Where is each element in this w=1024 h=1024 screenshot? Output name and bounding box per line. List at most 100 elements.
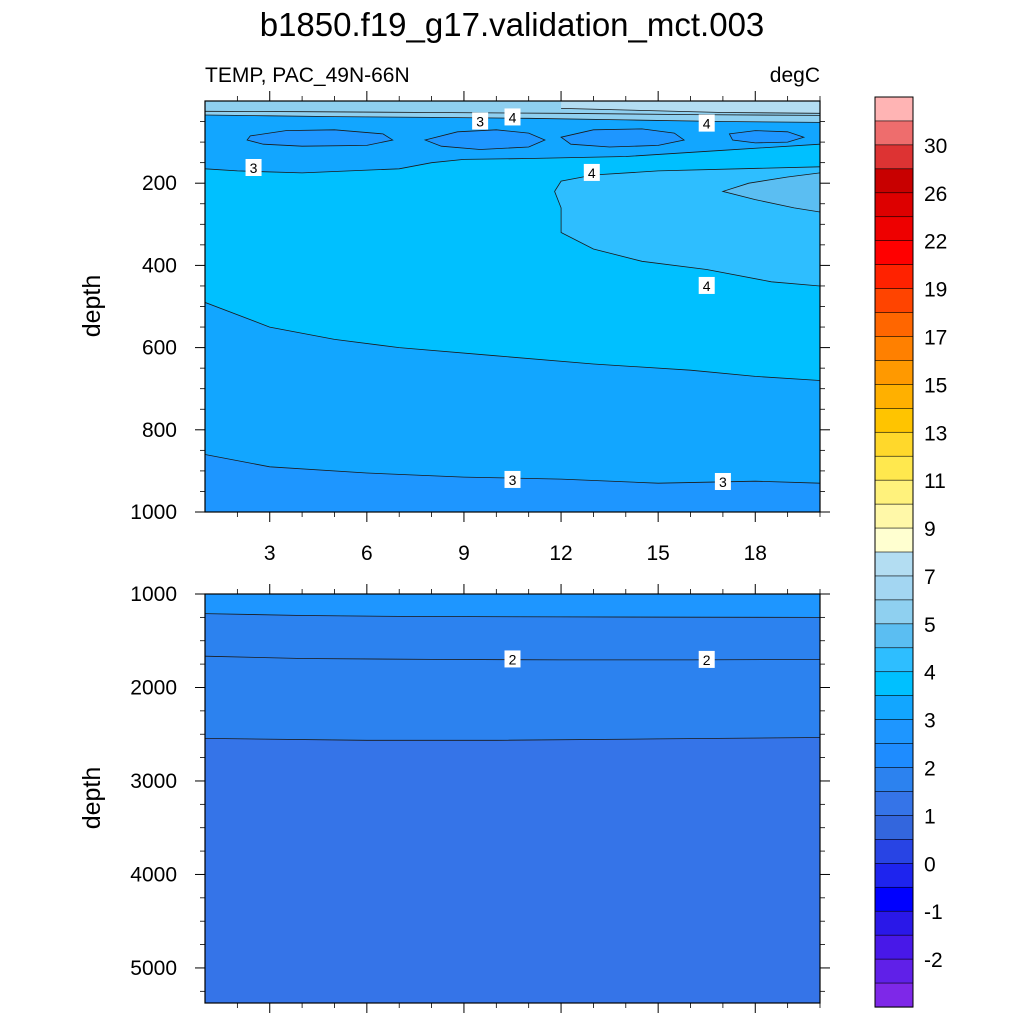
main-title: b1850.f19_g17.validation_mct.003: [260, 6, 765, 43]
colorbar-frame: [874, 96, 914, 1008]
fill-cold-patch-1: [247, 129, 393, 147]
colorbar-swatch: [874, 791, 914, 817]
colorbar-swatch: [874, 240, 914, 266]
colorbar: 30 26 22 19 17 15 13 11 9 7 5 4 3 2 1 0 -1 -2: [874, 96, 947, 1008]
upper-depth-panel: 3 3 4 4 3 3 4 4 200 400 600 800 1000 3 6 9 12 15 18: [130, 91, 830, 565]
colorbar-swatch: [874, 96, 914, 122]
colorbar-swatch: [874, 623, 914, 649]
colorbar-swatch: [874, 551, 914, 577]
x-tick-label: 3: [264, 542, 276, 565]
contour-label: 4: [698, 276, 715, 294]
contour-label-text: 3: [719, 474, 727, 490]
colorbar-swatch: [874, 743, 914, 769]
colorbar-label: 5: [924, 614, 936, 637]
contour-label: 3: [504, 470, 521, 488]
y-tick-label: 4000: [130, 863, 177, 886]
colorbar-label: 17: [924, 327, 947, 350]
x-tick-label: 15: [646, 542, 669, 565]
colorbar-swatch: [874, 288, 914, 314]
colorbar-swatch: [874, 671, 914, 697]
contour-label: 4: [698, 114, 715, 132]
colorbar-label: 13: [924, 422, 947, 445]
colorbar-label: 0: [924, 853, 936, 876]
colorbar-swatch: [874, 503, 914, 529]
contour-patch-1: [246, 129, 394, 147]
contour-label-text: 4: [509, 109, 517, 125]
y-tick-label: 3000: [130, 770, 177, 793]
x-tick-label: 9: [458, 542, 470, 565]
contour-label-text: 2: [703, 652, 711, 668]
plot-frame: [204, 593, 821, 1004]
contour-surface-3: [561, 108, 820, 114]
contour-tongue: [554, 166, 820, 287]
contour-label: 2: [504, 650, 521, 668]
x-tick-label: 6: [361, 542, 373, 565]
colorbar-swatch: [874, 144, 914, 170]
units-label: degC: [770, 64, 820, 87]
colorbar-swatch: [874, 527, 914, 553]
contour-core: [721, 172, 820, 213]
axes: 200 400 600 800 1000 3 6 9 12 15 18: [130, 91, 830, 565]
plot-area: 3 3 4 4 3 3 4 4: [205, 101, 820, 512]
colorbar-swatch: [874, 216, 914, 242]
fill-warm-core: [722, 172, 820, 212]
fill-cold-patch-2: [425, 129, 545, 150]
colorbar-swatch: [874, 839, 914, 864]
contour-label-text: 4: [588, 165, 596, 181]
y-tick-label: 400: [142, 254, 177, 277]
y-tick-label: 5000: [130, 957, 177, 980]
colorbar-label: -1: [924, 901, 943, 924]
colorbar-label: 30: [924, 135, 947, 158]
fill-cold-patch-4: [729, 130, 804, 143]
colorbar-swatch: [874, 431, 914, 457]
colorbar-swatch: [874, 863, 914, 888]
colorbar-label: 9: [924, 518, 936, 541]
y-tick-label: 1000: [130, 501, 177, 524]
upper-y-axis-title: depth: [78, 275, 106, 338]
colorbar-swatch: [874, 312, 914, 338]
contour-label-text: 3: [509, 472, 517, 488]
contour-upper: [205, 143, 820, 174]
colorbar-label: 26: [924, 183, 947, 206]
y-tick-label: 200: [142, 172, 177, 195]
fill-band-2: [205, 613, 820, 741]
colorbar-swatch: [874, 264, 914, 290]
colorbar-swatch: [874, 910, 914, 936]
colorbar-swatch: [874, 360, 914, 385]
colorbar-swatch: [874, 647, 914, 673]
colorbar-swatch: [874, 982, 914, 1008]
colorbar-swatch: [874, 336, 914, 362]
contour-lower: [205, 737, 820, 741]
colorbar-swatch: [874, 958, 914, 984]
colorbar-swatch: [874, 695, 914, 721]
contour-label-text: 2: [509, 651, 517, 667]
lower-y-axis-title: depth: [78, 767, 106, 830]
colorbar-label: 2: [924, 758, 936, 781]
contour-label-text: 3: [476, 114, 484, 130]
colorbar-swatch: [874, 120, 914, 146]
colorbar-swatch: [874, 408, 914, 433]
axes: 1000 2000 3000 4000 5000: [130, 583, 830, 1013]
contour-upper: [205, 613, 820, 618]
colorbar-swatch: [874, 599, 914, 625]
colorbar-label: 11: [924, 470, 946, 493]
fill-cold-patch-3: [561, 128, 685, 147]
colorbar-label: 4: [924, 662, 936, 685]
contour-patch-4: [728, 130, 806, 144]
colorbar-swatch: [874, 384, 914, 409]
colorbar-swatch: [874, 719, 914, 745]
y-tick-label: 800: [142, 419, 177, 442]
colorbar-swatch: [874, 815, 914, 840]
colorbar-swatch: [874, 479, 914, 505]
x-tick-label: 12: [549, 542, 572, 565]
y-tick-label: 600: [142, 337, 177, 360]
contour-4-mid: [205, 302, 820, 381]
colorbar-label: -2: [924, 949, 943, 972]
colorbar-swatch: [874, 455, 914, 481]
colorbar-swatch: [874, 168, 914, 194]
colorbar-label: 19: [924, 279, 947, 302]
y-tick-label: 1000: [130, 583, 177, 606]
contour-label: 2: [698, 650, 715, 668]
